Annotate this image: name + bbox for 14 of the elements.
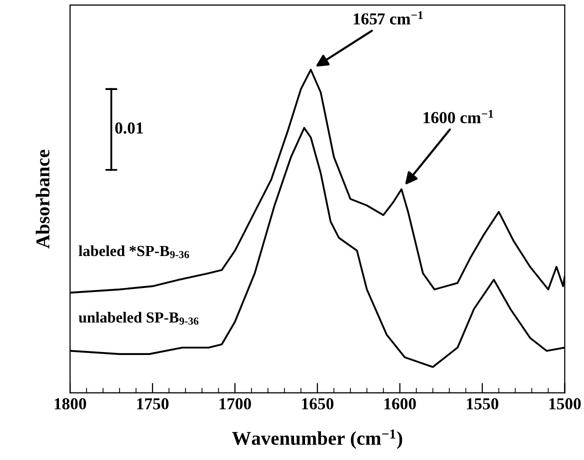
x-tick-label: 1750 xyxy=(137,398,169,410)
x-tick-label: 1650 xyxy=(302,398,334,410)
series-label: unlabeled SP-B$_{9-36}$ xyxy=(78,312,198,325)
series-label: labeled *SP-B$_{9-36}$ xyxy=(78,245,190,258)
y-axis-title: Absorbance xyxy=(36,150,50,248)
annotation: 1657 cm$^{−1}$ xyxy=(354,11,423,25)
x-tick-label: 1550 xyxy=(466,398,498,410)
annotation: 0.01 xyxy=(115,122,143,134)
x-axis-title: Wavenumber (cm$^{−1}$) xyxy=(232,429,402,449)
x-tick-label: 1600 xyxy=(384,398,416,410)
x-tick-label: 1500 xyxy=(549,398,581,410)
x-tick-label: 1700 xyxy=(220,398,251,410)
x-tick-label: 1800 xyxy=(54,398,86,410)
annotation: 1600 cm$^{−1}$ xyxy=(424,110,494,124)
